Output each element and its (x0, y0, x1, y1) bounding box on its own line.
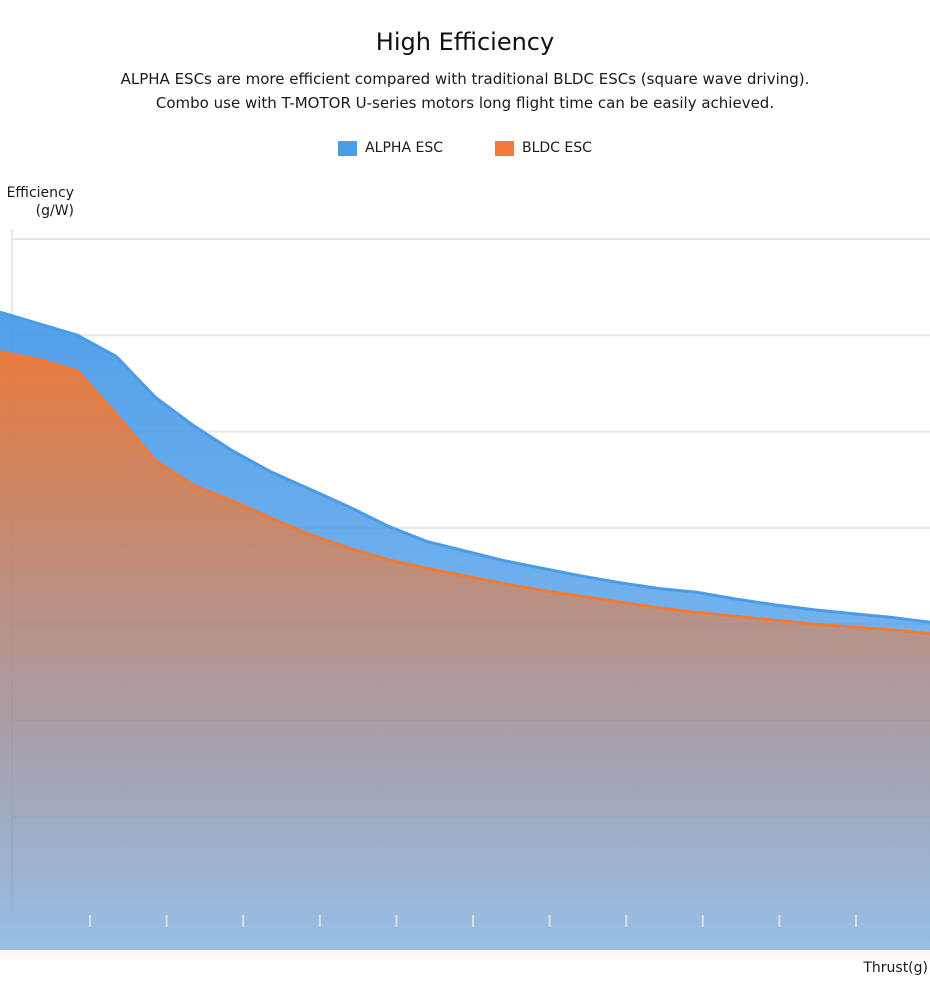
series-bldc-line (0, 350, 930, 636)
x-axis-ticks (89, 915, 857, 927)
series-bldc-area (0, 351, 930, 960)
subtitle-line-1: ALPHA ESCs are more efficient compared w… (120, 70, 810, 88)
legend-swatch-bldc (494, 140, 514, 156)
legend-item-bldc[interactable]: BLDC ESC (494, 140, 592, 156)
y-axis-label-line-1: Efficiency (6, 185, 74, 201)
chart-subtitle: ALPHA ESCs are more efficient compared w… (0, 67, 930, 115)
y-axis-label-line-2: (g/W) (35, 203, 74, 219)
subtitle-line-2: Combo use with T-MOTOR U-series motors l… (155, 94, 775, 112)
series-alpha-line (0, 310, 930, 624)
legend-label-alpha: ALPHA ESC (365, 140, 443, 156)
legend-item-alpha[interactable]: ALPHA ESC (338, 140, 443, 156)
legend-label-bldc: BLDC ESC (521, 140, 592, 156)
chart-title: High Efficiency (375, 28, 555, 56)
y-axis-label: Efficiency (g/W) (0, 184, 74, 220)
legend: ALPHA ESC BLDC ESC (0, 140, 930, 156)
legend-swatch-alpha (338, 140, 358, 156)
x-axis-label: Thrust(g) (863, 960, 928, 976)
